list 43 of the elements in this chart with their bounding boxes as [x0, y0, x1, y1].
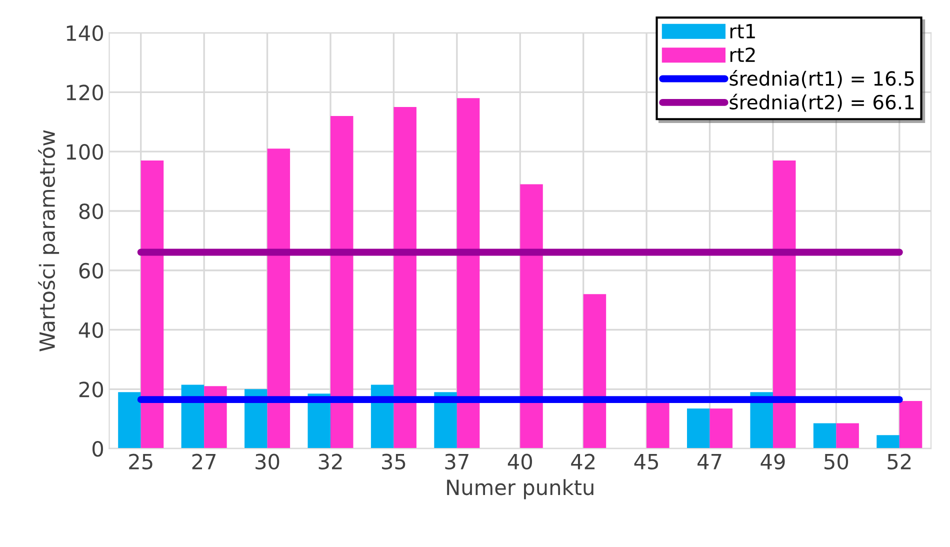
x-tick-label: 25 — [129, 454, 152, 470]
bar — [456, 98, 480, 449]
y-tick-label: 140 — [66, 25, 104, 42]
bar — [140, 160, 164, 449]
bar — [772, 160, 796, 449]
bar — [876, 435, 900, 449]
y-tick-label: 60 — [79, 262, 104, 279]
bar — [899, 401, 922, 449]
legend-label: średnia(rt1) = 16.5 — [730, 70, 914, 88]
x-tick-label: 30 — [256, 454, 280, 470]
x-tick-label: 42 — [571, 454, 595, 470]
y-axis-title: Wartości parametrów — [38, 130, 60, 352]
x-tick-label: 47 — [698, 454, 722, 470]
bar — [330, 116, 354, 449]
x-tick-label: 35 — [382, 454, 406, 470]
y-tick-label: 20 — [79, 382, 104, 398]
bar — [394, 107, 416, 449]
legend-label: rt1 — [730, 24, 755, 38]
x-tick-label: 27 — [192, 454, 216, 470]
legend-label: rt2 — [730, 47, 755, 62]
y-tick-label: 120 — [66, 84, 104, 100]
bar — [118, 392, 141, 449]
x-tick-label: 40 — [508, 454, 532, 470]
x-tick-label: 45 — [634, 454, 658, 470]
y-tick-label: 40 — [78, 322, 104, 338]
bar — [267, 148, 290, 449]
bar — [646, 401, 670, 449]
bar — [583, 294, 606, 449]
x-tick-label: 32 — [318, 454, 342, 470]
x-tick-label: 37 — [445, 454, 468, 470]
legend-label: średnia(rt2) = 66.1 — [730, 94, 914, 112]
x-tick-label: 50 — [824, 454, 848, 470]
y-tick-label: 100 — [66, 144, 104, 160]
bar — [520, 184, 543, 449]
x-tick-label: 49 — [760, 454, 785, 470]
bar — [687, 408, 710, 449]
x-tick-label: 52 — [888, 454, 911, 470]
y-tick-label: 0 — [92, 440, 104, 457]
bar — [813, 423, 836, 449]
y-tick-label: 80 — [79, 203, 104, 220]
bar — [710, 408, 733, 449]
x-axis-title: Numer punktu — [447, 479, 594, 500]
bar — [836, 423, 859, 449]
